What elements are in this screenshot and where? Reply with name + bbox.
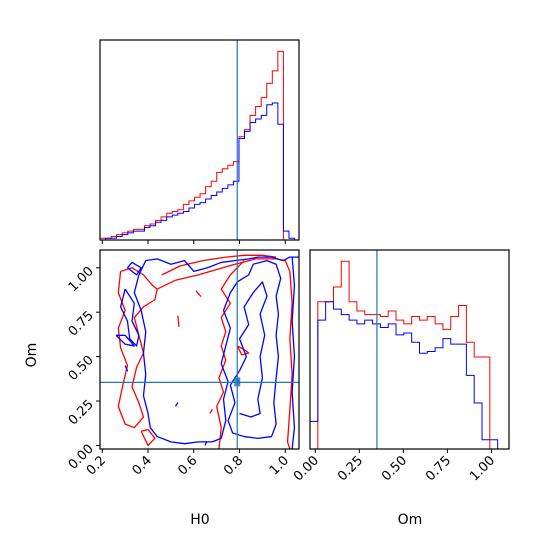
axes-frame — [309, 249, 510, 450]
contour-y-tick-label: 0.25 — [66, 397, 97, 428]
contour-red — [161, 254, 277, 276]
axes-frame — [99, 39, 300, 241]
contour-red — [195, 290, 202, 297]
om-hist-x-tick-label: 0.50 — [379, 453, 410, 484]
contour-blue — [291, 257, 296, 449]
contour-x-tick-label: 0.6 — [175, 453, 200, 478]
truth-marker — [234, 377, 241, 387]
contour-x-tick-label: 0.4 — [130, 453, 155, 478]
contour-red — [236, 345, 250, 356]
om-hist-x-tick-label: 1.00 — [467, 453, 498, 484]
joint-contour-panel: 0.2 0.4 0.6 0.8 1.00.000.250.500.751.00 — [66, 249, 300, 478]
contour-red — [140, 428, 156, 447]
contour-blue — [138, 256, 299, 276]
contour-red — [286, 271, 293, 449]
contour-blue — [126, 261, 142, 276]
contour-blue — [204, 441, 208, 446]
contour-blue — [119, 288, 140, 347]
histogram-series-blue — [309, 301, 506, 450]
histogram-series-blue — [100, 102, 296, 241]
om-hist-x-tick-label: 0.00 — [291, 453, 322, 484]
contour-y-tick-label: 1.00 — [66, 264, 97, 295]
contour-lines — [115, 254, 299, 449]
om-hist-x-tick-label: 0.25 — [335, 453, 366, 484]
histogram-series-red — [99, 50, 295, 241]
contour-red — [209, 409, 213, 414]
contour-blue — [115, 334, 135, 347]
contour-blue — [174, 402, 179, 407]
om-hist-x-tick-label: 0.75 — [423, 453, 454, 484]
x-axis-label-om: Om — [398, 512, 423, 528]
contour-y-tick-label: 0.75 — [66, 308, 97, 339]
histogram-series-red — [310, 260, 506, 450]
contour-red — [216, 260, 245, 449]
axes-frame — [99, 249, 300, 450]
marginal-histogram-om: 0.00 0.25 0.50 0.75 1.00 — [291, 249, 510, 484]
marginal-histogram-h0 — [99, 39, 300, 244]
contour-y-tick-label: 0.50 — [66, 353, 97, 384]
contour-blue — [133, 260, 282, 445]
contour-blue — [124, 365, 129, 372]
y-axis-label-om: Om — [24, 343, 40, 368]
contour-red — [177, 315, 180, 328]
contour-x-tick-label: 0.8 — [221, 453, 246, 478]
contour-x-tick-label: 1.0 — [267, 453, 292, 478]
contour-red — [117, 267, 158, 429]
x-axis-label-h0: H0 — [190, 512, 209, 528]
